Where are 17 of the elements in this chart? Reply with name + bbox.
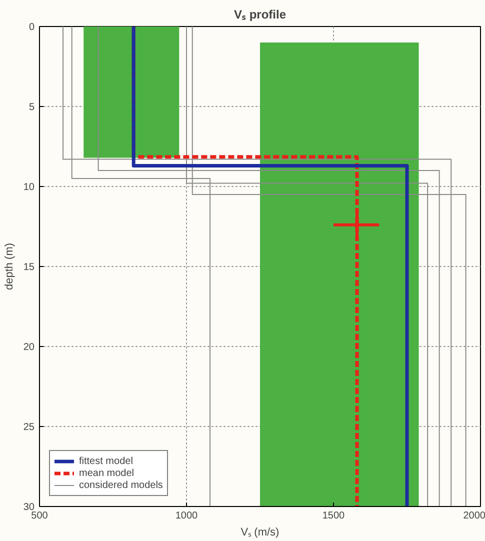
y-tick-label: 30 — [23, 502, 35, 513]
y-tick-label: 0 — [28, 22, 35, 33]
y-tick-label: 20 — [23, 342, 35, 353]
y-tick-label: 25 — [23, 422, 35, 433]
y-axis-title: depth (m) — [3, 242, 16, 290]
legend-label: mean model — [79, 467, 134, 479]
legend-label: considered models — [79, 479, 163, 491]
legend-label: fittest model — [79, 455, 133, 467]
x-tick-label: 500 — [31, 510, 48, 522]
x-axis-title: Vₛ (m/s) — [240, 526, 280, 538]
y-tick-label: 5 — [28, 102, 35, 113]
x-tick-label: 1500 — [322, 510, 346, 522]
x-tick-label: 1000 — [175, 510, 198, 522]
chart-title: Vₛ profile — [234, 8, 286, 22]
x-tick-label: 2000 — [463, 510, 485, 522]
y-tick-label: 10 — [23, 182, 35, 193]
y-tick-label: 15 — [23, 262, 35, 273]
